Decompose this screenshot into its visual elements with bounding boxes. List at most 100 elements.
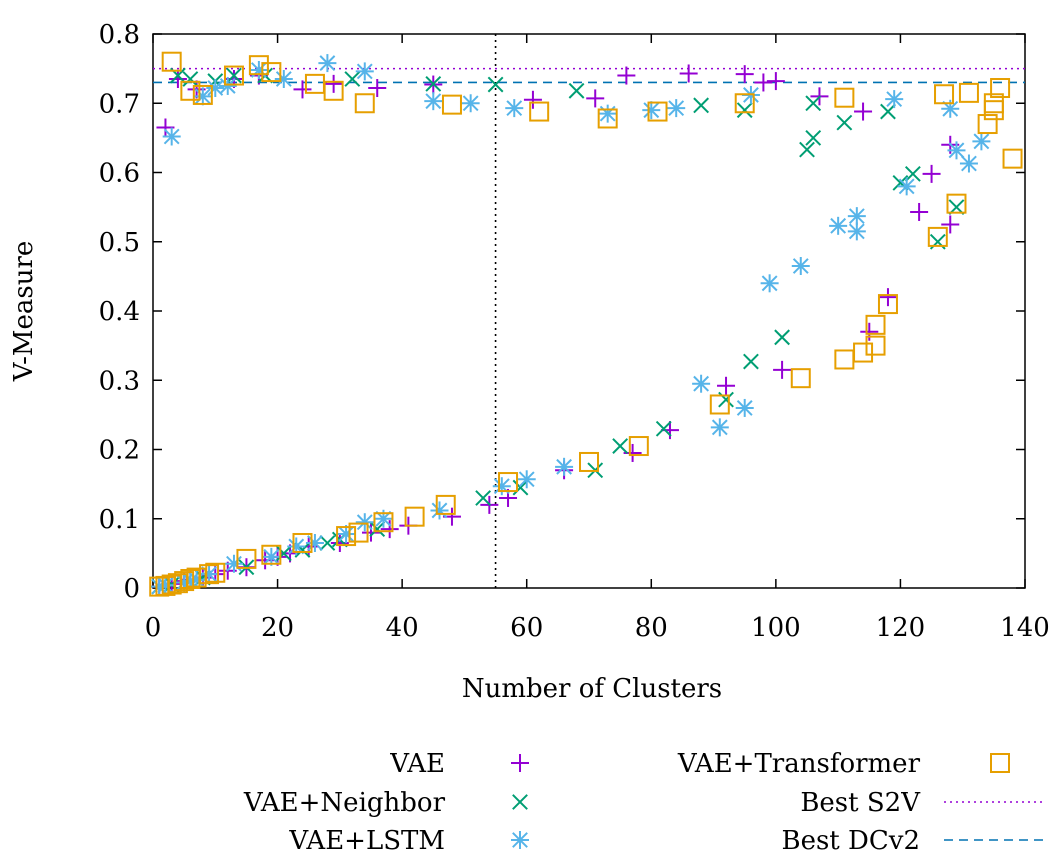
vae-lstm-point (430, 501, 449, 520)
vae-transformer-point (174, 571, 195, 592)
vae-transformer-point (292, 532, 313, 553)
vae-lstm-point (667, 99, 686, 118)
vae-neighbor-point (487, 76, 504, 93)
y-tick-label: 0.3 (99, 366, 140, 396)
x-tick-label: 120 (876, 613, 926, 643)
legend-label-vae-lstm: VAE+LSTM (288, 826, 445, 856)
vae-point (941, 215, 960, 234)
vae-lstm-point (156, 576, 175, 595)
vae-transformer-point (628, 436, 649, 457)
vae-lstm-point (885, 90, 904, 109)
vae-point (854, 102, 873, 121)
vae-point (586, 89, 605, 108)
x-tick-label: 100 (751, 613, 801, 643)
vae-transformer-point (990, 78, 1011, 99)
legend-label-vae: VAE (389, 749, 445, 779)
vae-transformer-point (1002, 148, 1023, 169)
vae-transformer-point (709, 394, 730, 415)
x-axis-title: Number of Clusters (462, 674, 722, 704)
vae-neighbor-point (655, 420, 672, 437)
vae-lstm-point (318, 54, 337, 73)
vae-transformer-point (205, 562, 226, 583)
vae-transformer-point (790, 368, 811, 389)
vae-transformer-point (261, 62, 282, 83)
vae-point (754, 73, 773, 92)
vae-lstm-point (791, 256, 810, 275)
y-tick-label: 0.7 (99, 89, 140, 119)
vae-transformer-point (441, 94, 462, 115)
vae-lstm-point (355, 513, 374, 532)
y-tick-label: 0.1 (99, 505, 140, 535)
vae-transformer-point (734, 93, 755, 114)
vae-transformer-point (946, 193, 967, 214)
vae-point (860, 322, 879, 341)
vae-point (735, 65, 754, 84)
vae-transformer-point (579, 451, 599, 472)
vae-neighbor-point (880, 103, 896, 120)
vae-lstm-point (517, 470, 536, 489)
y-tick-label: 0.6 (99, 159, 140, 189)
vae-point (717, 376, 736, 395)
vae-lstm-point (760, 274, 779, 293)
vae-lstm-point (492, 477, 511, 496)
vae-transformer-point (192, 84, 213, 105)
vae-lstm-point (735, 398, 754, 417)
vae-lstm-point (461, 94, 480, 113)
vae-transformer-point (877, 294, 898, 315)
vae-point (878, 288, 897, 307)
vae-lstm-point (972, 132, 991, 151)
vae-lstm-point (947, 141, 966, 160)
vae-transformer-point (248, 55, 269, 76)
vae-neighbor-point (319, 535, 336, 551)
vae-transformer-point (180, 80, 201, 101)
vae-neighbor-point (475, 490, 492, 506)
vae-neighbor-point (743, 353, 759, 370)
vae-neighbor-point (693, 97, 710, 114)
vae-transformer-point (404, 506, 425, 527)
y-tick-label: 0.2 (99, 436, 140, 466)
vae-point (766, 72, 785, 91)
x-tick-label: 140 (1000, 613, 1050, 643)
vae-lstm-point (424, 92, 443, 111)
vae-lstm-point (355, 62, 374, 81)
vae-transformer-point (435, 494, 456, 515)
x-tick-label: 80 (635, 613, 668, 643)
vae-neighbor-point (226, 67, 242, 84)
vae-neighbor-point (612, 438, 629, 454)
vae-point (362, 523, 380, 542)
vae-lstm-point (897, 177, 916, 196)
legend: VAE VAE+Neighbor VAE+LSTM VAE+Transformer Be… (243, 749, 1045, 856)
x-tick-label: 40 (386, 613, 419, 643)
vae-transformer-point (934, 84, 955, 105)
vae-point (368, 79, 387, 98)
vae-neighbor-point (369, 521, 386, 538)
vae-transformer-point (261, 544, 282, 565)
vae-point (380, 520, 399, 539)
vae-neighbor-point (512, 479, 529, 496)
y-tick-label: 0.8 (99, 20, 140, 50)
vae-lstm-point (305, 533, 324, 552)
vae-lstm-point (847, 207, 866, 226)
legend-label-best-s2v: Best S2V (800, 788, 921, 818)
vae-point (293, 80, 312, 99)
vae-lstm-point (224, 554, 243, 573)
vae-lstm-point (692, 374, 711, 393)
vae-transformer-point (348, 522, 369, 543)
vae-lstm-point (829, 216, 848, 235)
vae-transformer-point (498, 472, 519, 493)
vae-transformer-point (199, 564, 220, 585)
vae-point (523, 90, 542, 109)
vae-transformer-point (834, 87, 855, 108)
y-tick-label: 0 (123, 574, 140, 604)
vae-point (910, 202, 929, 221)
vae-transformer-point (865, 335, 886, 356)
vae-point (156, 118, 175, 137)
vae-transformer-point (223, 65, 244, 86)
legend-label-best-dcv2: Best DCv2 (781, 826, 920, 856)
vae-lstm-point (598, 104, 617, 123)
vae-neighbor-point (836, 114, 853, 131)
vae-lstm-point (847, 222, 866, 241)
vae-point (617, 66, 636, 85)
vae-transformer-point (336, 526, 357, 547)
